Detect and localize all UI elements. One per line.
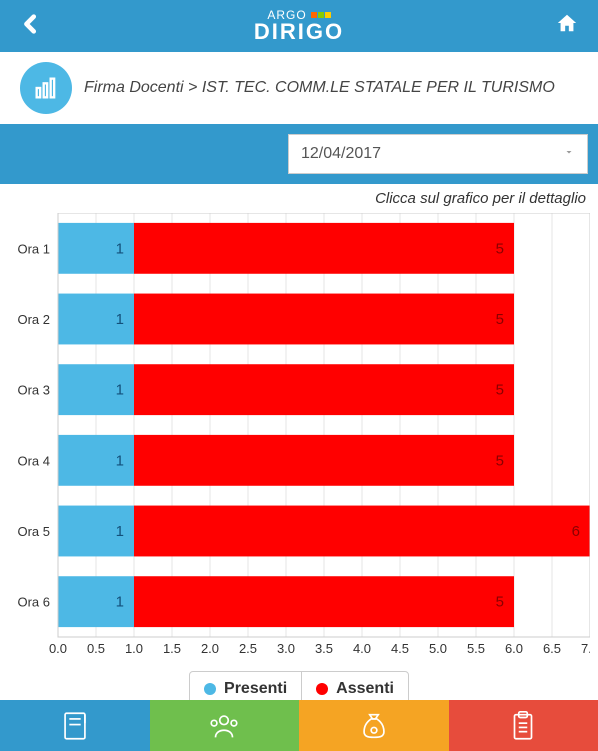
nav-item-pagamenti[interactable]: [299, 700, 449, 751]
svg-text:Ora 6: Ora 6: [17, 595, 50, 610]
breadcrumb-separator: >: [188, 79, 197, 96]
clipboard-icon: [506, 709, 540, 743]
svg-text:Ora 5: Ora 5: [17, 524, 50, 539]
breadcrumb: Firma Docenti > IST. TEC. COMM.LE STATAL…: [84, 79, 555, 97]
legend-dot-presenti: [204, 683, 216, 695]
breadcrumb-area: Firma Docenti > IST. TEC. COMM.LE STATAL…: [0, 52, 598, 124]
bar-segment[interactable]: [134, 435, 514, 486]
breadcrumb-page: Firma Docenti: [84, 79, 184, 96]
nav-item-registro[interactable]: [0, 700, 150, 751]
legend-label-presenti: Presenti: [224, 680, 287, 698]
home-button[interactable]: [556, 12, 578, 40]
logo-text-bottom: DIRIGO: [254, 21, 344, 43]
logo-squares-icon: [311, 12, 331, 18]
attendance-chart[interactable]: 0.0 0.5 1.0 1.5 2.0 2.5 3.0 3.5 4.0 4.5 5.0 5.5 6.0 6…: [8, 213, 590, 663]
svg-text:0.5: 0.5: [87, 641, 105, 656]
bar-segment[interactable]: [134, 223, 514, 274]
back-button[interactable]: [20, 11, 42, 42]
bar-segment[interactable]: [134, 576, 514, 627]
date-bar: 12/04/2017: [0, 124, 598, 184]
people-icon: [207, 709, 241, 743]
header: ARGO DIRIGO: [0, 0, 598, 52]
svg-text:5.0: 5.0: [429, 641, 447, 656]
chevron-down-icon: [563, 145, 575, 163]
legend-dot-assenti: [316, 683, 328, 695]
svg-text:5.5: 5.5: [467, 641, 485, 656]
svg-text:5: 5: [496, 382, 504, 399]
svg-text:Ora 1: Ora 1: [17, 241, 50, 256]
notebook-icon: [58, 709, 92, 743]
breadcrumb-school: IST. TEC. COMM.LE STATALE PER IL TURISMO: [202, 79, 555, 96]
svg-text:5: 5: [496, 311, 504, 328]
bar-segment[interactable]: [134, 506, 590, 557]
svg-text:1: 1: [116, 523, 124, 540]
svg-text:3.0: 3.0: [277, 641, 295, 656]
bar-segment[interactable]: [134, 294, 514, 345]
svg-text:5: 5: [496, 594, 504, 611]
svg-text:5: 5: [496, 452, 504, 469]
svg-text:5: 5: [496, 240, 504, 257]
svg-text:6.0: 6.0: [505, 641, 523, 656]
svg-text:Ora 4: Ora 4: [17, 453, 50, 468]
nav-item-documenti[interactable]: [449, 700, 598, 751]
svg-text:1.5: 1.5: [163, 641, 181, 656]
svg-text:1: 1: [116, 382, 124, 399]
svg-text:0.0: 0.0: [49, 641, 67, 656]
svg-text:4.5: 4.5: [391, 641, 409, 656]
date-value: 12/04/2017: [301, 145, 381, 163]
svg-text:6.5: 6.5: [543, 641, 561, 656]
svg-text:1.0: 1.0: [125, 641, 143, 656]
money-bag-icon: [357, 709, 391, 743]
svg-text:3.5: 3.5: [315, 641, 333, 656]
svg-text:7.0: 7.0: [581, 641, 590, 656]
legend-label-assenti: Assenti: [336, 680, 394, 698]
bottom-nav: [0, 700, 598, 751]
svg-text:Ora 3: Ora 3: [17, 383, 50, 398]
svg-text:6: 6: [572, 523, 580, 540]
svg-text:1: 1: [116, 311, 124, 328]
chart-hint: Clicca sul grafico per il dettaglio: [0, 184, 598, 213]
chart-icon: [20, 62, 72, 114]
chart-area[interactable]: 0.0 0.5 1.0 1.5 2.0 2.5 3.0 3.5 4.0 4.5 5.0 5.5 6.0 6…: [0, 213, 598, 663]
svg-text:2.0: 2.0: [201, 641, 219, 656]
nav-item-classi[interactable]: [150, 700, 300, 751]
app-logo: ARGO DIRIGO: [254, 9, 344, 43]
svg-text:Ora 2: Ora 2: [17, 312, 50, 327]
svg-text:1: 1: [116, 452, 124, 469]
svg-text:2.5: 2.5: [239, 641, 257, 656]
svg-text:1: 1: [116, 594, 124, 611]
date-select[interactable]: 12/04/2017: [288, 134, 588, 174]
bar-segment[interactable]: [134, 364, 514, 415]
svg-text:1: 1: [116, 240, 124, 257]
svg-text:4.0: 4.0: [353, 641, 371, 656]
